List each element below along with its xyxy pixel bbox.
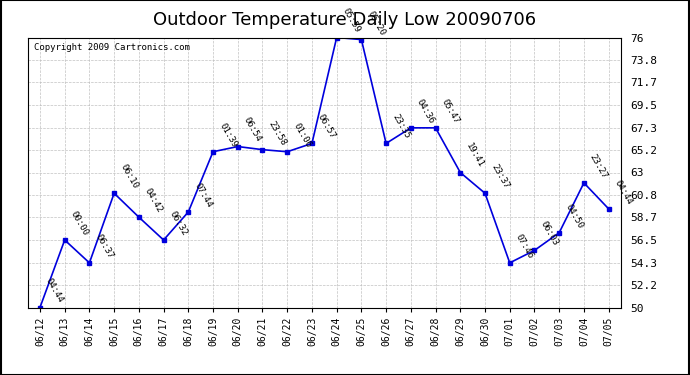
Text: 04:50: 04:50 [563,202,584,230]
Text: 06:37: 06:37 [94,232,115,260]
Text: 06:03: 06:03 [539,220,560,248]
Text: 04:44: 04:44 [44,277,66,305]
Text: 06:10: 06:10 [118,163,139,190]
Text: Outdoor Temperature Daily Low 20090706: Outdoor Temperature Daily Low 20090706 [153,11,537,29]
Text: 01:06: 01:06 [291,121,313,149]
Text: 07:46: 07:46 [514,232,535,260]
Text: 06:54: 06:54 [242,116,263,144]
Text: 05:20: 05:20 [366,9,387,37]
Text: 04:36: 04:36 [415,97,436,125]
Text: 19:41: 19:41 [464,142,486,170]
Text: 06:57: 06:57 [316,113,337,141]
Text: 04:42: 04:42 [143,187,164,214]
Text: 23:58: 23:58 [266,119,288,147]
Text: 23:35: 23:35 [391,113,411,141]
Text: Copyright 2009 Cartronics.com: Copyright 2009 Cartronics.com [34,43,190,52]
Text: 05:59: 05:59 [341,7,362,35]
Text: 06:32: 06:32 [168,210,189,237]
Text: 07:44: 07:44 [193,182,214,209]
Text: 00:00: 00:00 [69,210,90,237]
Text: 01:39: 01:39 [217,121,239,149]
Text: 23:37: 23:37 [489,163,511,190]
Text: 05:47: 05:47 [440,97,461,125]
Text: 23:27: 23:27 [588,152,609,180]
Text: 04:44: 04:44 [613,178,634,206]
